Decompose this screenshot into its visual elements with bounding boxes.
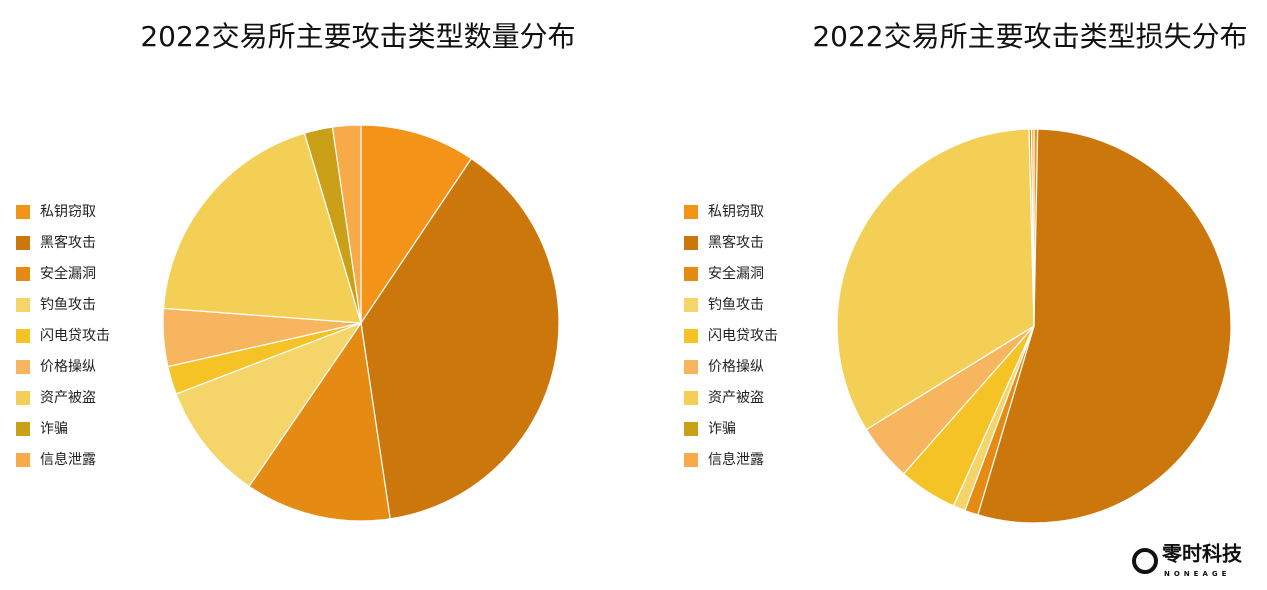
legend-swatch — [16, 329, 30, 343]
legend-label: 钓鱼攻击 — [40, 296, 96, 313]
logo-icon — [1132, 548, 1158, 574]
legend-swatch — [684, 267, 698, 281]
legend-label: 黑客攻击 — [40, 234, 96, 251]
legend-label: 诈骗 — [708, 421, 736, 437]
pie-slice — [331, 124, 362, 324]
logo-sub: NONEAGE — [1164, 570, 1230, 578]
chart-title: 2022交易所主要攻击类型损失分布 — [812, 20, 1247, 53]
legend-swatch — [684, 236, 698, 250]
legend-label: 信息泄露 — [708, 451, 764, 468]
legend-label: 诈骗 — [40, 421, 68, 437]
legend-swatch — [684, 329, 698, 343]
legend-label: 闪电贷攻击 — [40, 328, 110, 344]
legend-label: 安全漏洞 — [708, 265, 764, 282]
legend-label: 价格操纵 — [708, 359, 764, 375]
legend-label: 闪电贷攻击 — [708, 328, 778, 344]
pie-slice — [248, 321, 391, 522]
pie-slice — [977, 128, 1232, 524]
legend-swatch — [684, 453, 698, 467]
legend-label: 安全漏洞 — [40, 265, 96, 282]
legend-label: 资产被盗 — [40, 390, 96, 406]
pie-slice — [360, 124, 473, 325]
pie-slice — [1030, 128, 1035, 327]
logo: 零时科技 NONEAGE — [1132, 542, 1243, 578]
legend-label: 资产被盗 — [708, 390, 764, 406]
chart-title: 2022交易所主要攻击类型数量分布 — [140, 20, 575, 53]
legend-swatch — [16, 267, 30, 281]
legend-swatch — [16, 422, 30, 436]
legend-swatch — [16, 360, 30, 374]
legend-label: 私钥窃取 — [40, 204, 96, 220]
legend-label: 黑客攻击 — [708, 234, 764, 251]
legend-swatch — [16, 298, 30, 312]
legend-label: 私钥窃取 — [708, 204, 764, 220]
legend-swatch — [16, 391, 30, 405]
logo-name: 零时科技 — [1161, 542, 1243, 566]
pie-slice — [175, 321, 363, 488]
legend-label: 钓鱼攻击 — [708, 296, 764, 313]
pie-slice — [162, 132, 362, 324]
legend-swatch — [16, 236, 30, 250]
legend-label: 价格操纵 — [40, 359, 96, 375]
legend-swatch — [16, 453, 30, 467]
legend-swatch — [16, 205, 30, 219]
legend-swatch — [684, 298, 698, 312]
legend-swatch — [684, 205, 698, 219]
legend-label: 信息泄露 — [40, 451, 96, 468]
legend-swatch — [684, 422, 698, 436]
legend-swatch — [684, 391, 698, 405]
pie-slice — [836, 128, 1035, 431]
legend-swatch — [684, 360, 698, 374]
pie-slice — [360, 157, 560, 520]
